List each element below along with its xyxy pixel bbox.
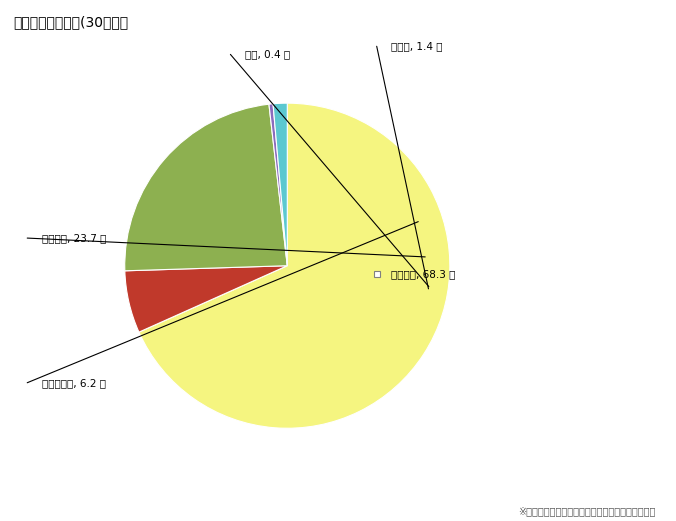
Text: 重油, 0.4 ％: 重油, 0.4 ％ (245, 49, 290, 59)
Text: 一般電力, 68.3 ％: 一般電力, 68.3 ％ (391, 269, 456, 279)
Wedge shape (125, 266, 287, 332)
Wedge shape (269, 104, 287, 266)
Wedge shape (139, 103, 450, 428)
Text: ※端数処理により合計値が異なる場合があります。: ※端数処理により合計値が異なる場合があります。 (518, 506, 656, 516)
Text: 使用形態別使用量(30年度）: 使用形態別使用量(30年度） (14, 16, 128, 30)
Wedge shape (273, 103, 287, 266)
Text: 街路灯電力, 6.2 ％: 街路灯電力, 6.2 ％ (42, 378, 106, 388)
Wedge shape (125, 104, 287, 271)
Text: その他, 1.4 ％: その他, 1.4 ％ (391, 41, 443, 51)
Text: 都市ガス, 23.7 ％: 都市ガス, 23.7 ％ (42, 233, 106, 243)
